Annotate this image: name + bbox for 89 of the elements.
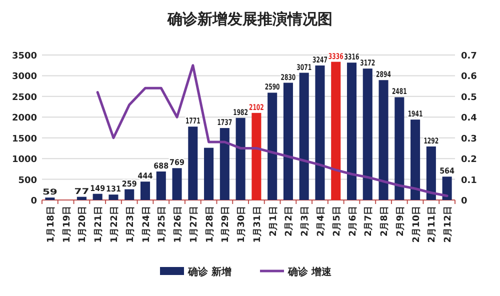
y-tick-label: 1000 — [12, 155, 37, 166]
y2-tick-label: 0.7 — [461, 52, 477, 62]
x-tick-label: 1月25日 — [156, 206, 168, 243]
data-label: 77 — [74, 186, 90, 196]
x-tick-label: 2月4日 — [315, 206, 326, 237]
data-label: 2894 — [376, 70, 398, 80]
bar — [156, 171, 166, 200]
x-tick-label: 1月18日 — [45, 206, 56, 243]
bar — [124, 189, 134, 200]
y2-tick-label: 0.2 — [461, 155, 477, 166]
data-label: 149 — [90, 184, 107, 193]
x-tick-label: 1月22日 — [108, 206, 120, 243]
y-tick-label: 3000 — [12, 72, 37, 82]
x-tick-label: 2月6日 — [347, 206, 358, 237]
data-label: 769 — [170, 158, 186, 168]
bar — [252, 112, 262, 200]
bar — [108, 194, 118, 200]
bar — [204, 148, 214, 200]
data-label: 1292 — [424, 136, 446, 146]
bar — [362, 68, 372, 200]
data-label: 1771 — [185, 116, 208, 126]
y2-tick-label: 0.4 — [461, 114, 477, 124]
y2-tick-label: 0.6 — [461, 72, 477, 82]
bar — [92, 194, 102, 200]
x-tick-label: 1月28日 — [204, 206, 216, 243]
y-tick-label: 2500 — [12, 92, 37, 103]
data-label: 2102 — [248, 102, 272, 112]
data-label: 1941 — [408, 110, 430, 119]
x-tick-label: 1月27日 — [188, 206, 200, 243]
data-label: 2830 — [280, 72, 304, 82]
bar — [331, 62, 341, 200]
data-label: 3071 — [296, 62, 319, 72]
data-label: 3172 — [360, 58, 382, 68]
x-tick-label: 1月31日 — [252, 206, 263, 243]
bar — [410, 120, 420, 200]
x-tick-label: 2月5日 — [331, 206, 342, 237]
y-tick-label: 1500 — [12, 134, 37, 144]
x-tick-label: 1月24日 — [140, 206, 152, 243]
legend-label: 确诊 增速 — [287, 266, 332, 278]
x-tick-label: 1月23日 — [124, 206, 136, 243]
x-tick-label: 1月19日 — [61, 206, 72, 243]
data-label: 2481 — [392, 87, 414, 96]
data-label: 131 — [106, 184, 123, 194]
x-tick-label: 1月29日 — [220, 206, 232, 243]
bar — [442, 176, 452, 200]
data-label: 444 — [138, 172, 154, 181]
bar — [236, 118, 246, 200]
bar — [346, 62, 357, 200]
x-tick-label: 2月3日 — [300, 206, 311, 237]
x-tick-label: 2月9日 — [394, 206, 406, 237]
x-tick-label: 2月10日 — [410, 206, 422, 243]
bar — [140, 182, 150, 200]
x-tick-label: 2月7日 — [363, 206, 374, 237]
data-label: 2590 — [264, 82, 288, 92]
y2-tick-label: 0.3 — [461, 134, 477, 144]
bar — [426, 146, 436, 200]
bar — [268, 92, 278, 200]
data-label: 688 — [154, 161, 170, 170]
y2-tick-label: 0 — [461, 196, 468, 206]
data-label: 1737 — [217, 118, 240, 128]
legend-label: 确诊 新增 — [187, 266, 232, 278]
x-tick-label: 2月8日 — [379, 206, 390, 237]
x-tick-label: 1月21日 — [93, 206, 104, 243]
bar — [76, 196, 86, 200]
y-tick-label: 500 — [18, 176, 37, 186]
bar — [283, 82, 293, 200]
bar — [394, 97, 404, 200]
x-tick-label: 1月30日 — [236, 206, 248, 243]
x-tick-label: 2月1日 — [268, 206, 279, 237]
y-tick-label: 3500 — [12, 52, 37, 62]
y2-tick-label: 0.5 — [461, 92, 477, 103]
chart-title: 确诊新增发展推演情况图 — [166, 10, 332, 28]
data-label: 564 — [440, 166, 456, 176]
data-label: 59 — [42, 188, 58, 197]
x-tick-label: 2月12日 — [442, 206, 454, 243]
bar — [188, 126, 198, 200]
bar — [315, 65, 325, 200]
data-label: 259 — [122, 179, 139, 188]
bar — [299, 72, 309, 200]
y2-tick-label: 0.1 — [461, 176, 477, 186]
y-tick-label: 2000 — [12, 114, 37, 124]
bar — [220, 128, 230, 200]
y-tick-label: 0 — [30, 196, 37, 206]
x-tick-label: 1月26日 — [172, 206, 184, 243]
bar — [172, 168, 182, 200]
x-tick-label: 1月20日 — [77, 206, 88, 243]
x-tick-label: 2月11日 — [426, 206, 438, 243]
x-tick-label: 2月2日 — [284, 206, 295, 237]
bar — [378, 80, 388, 200]
